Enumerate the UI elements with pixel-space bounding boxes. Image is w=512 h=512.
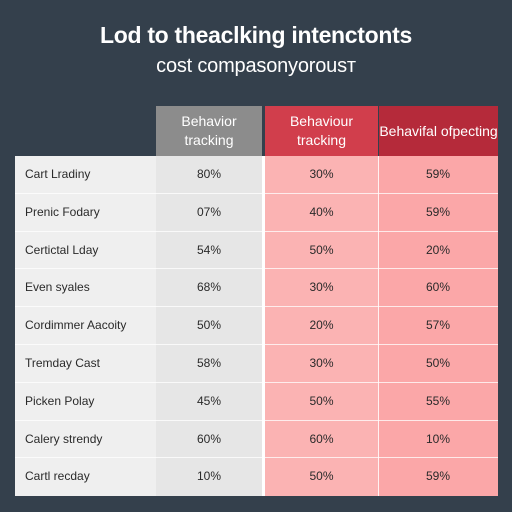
table-cell: 45%	[196, 393, 222, 408]
row-label: Calery strendy	[25, 431, 103, 446]
table-row: Cart Lradiny 80% 30% 59%	[15, 156, 498, 194]
table-cell: 59%	[425, 167, 451, 181]
table-cell: 50%	[425, 356, 451, 370]
table-cell: 59%	[425, 204, 451, 219]
table-cell: 20%	[425, 242, 451, 257]
table-cell: 30%	[309, 167, 334, 181]
table-row: Prenic Fodary 07% 40% 59%	[15, 194, 498, 232]
chart-subtitle: cost compasonyorousт	[156, 55, 356, 77]
table-cell: 10%	[196, 469, 222, 484]
column-divider	[378, 156, 379, 496]
column-header-2: Behaviour tracking	[265, 106, 378, 156]
table-cell: 50%	[196, 318, 222, 333]
table-cell: 30%	[309, 280, 334, 295]
table-cell: 60%	[196, 431, 222, 446]
row-label: Cart Lradiny	[25, 167, 91, 181]
table-row: Calery strendy 60% 60% 10%	[15, 421, 498, 459]
table-cell: 55%	[425, 393, 451, 408]
row-label: Cordimmer Aacoity	[25, 318, 127, 333]
table-cell: 60%	[309, 431, 334, 446]
row-label: Prenic Fodary	[25, 204, 100, 219]
column-header-1: Behavior tracking	[156, 106, 262, 156]
table-cell: 50%	[309, 469, 334, 484]
comparison-table: Behavior tracking Behaviour tracking Beh…	[15, 106, 498, 496]
row-label: Tremday Cast	[25, 356, 100, 370]
column-separator	[262, 156, 265, 496]
row-label: Certictal Lday	[25, 242, 99, 257]
row-label: Picken Polay	[25, 393, 95, 408]
table-row: Even syales 68% 30% 60%	[15, 269, 498, 308]
table-cell: 60%	[425, 280, 451, 295]
table-cell: 59%	[425, 469, 451, 484]
table-cell: 58%	[196, 356, 222, 370]
table-cell: 80%	[196, 167, 222, 181]
table-row: Cordimmer Aacoity 50% 20% 57%	[15, 307, 498, 345]
table-row: Picken Polay 45% 50% 55%	[15, 383, 498, 421]
table-cell: 57%	[425, 318, 451, 333]
row-label: Even syales	[25, 280, 90, 295]
table-cell: 50%	[309, 242, 334, 257]
table-cell: 68%	[196, 280, 222, 295]
column-2-background	[265, 156, 378, 496]
table-row: Tremday Cast 58% 30% 50%	[15, 345, 498, 383]
table-cell: 54%	[196, 242, 222, 257]
table-cell: 20%	[309, 318, 334, 333]
column-3-background	[378, 156, 498, 496]
table-cell: 50%	[309, 393, 334, 408]
table-row: Cartl recday 10% 50% 59%	[15, 458, 498, 496]
column-header-3: Behavifal ofpecting	[379, 106, 498, 156]
table-cell: 30%	[309, 356, 334, 370]
table-cell: 07%	[196, 204, 222, 219]
column-1-background	[156, 156, 262, 496]
row-label: Cartl recday	[25, 469, 90, 484]
chart-title: Lod to theaclking intenctonts	[99, 22, 413, 48]
table-cell: 10%	[425, 431, 451, 446]
label-column-background	[15, 156, 156, 496]
table-cell: 40%	[309, 204, 334, 219]
table-row: Certictal Lday 54% 50% 20%	[15, 232, 498, 270]
